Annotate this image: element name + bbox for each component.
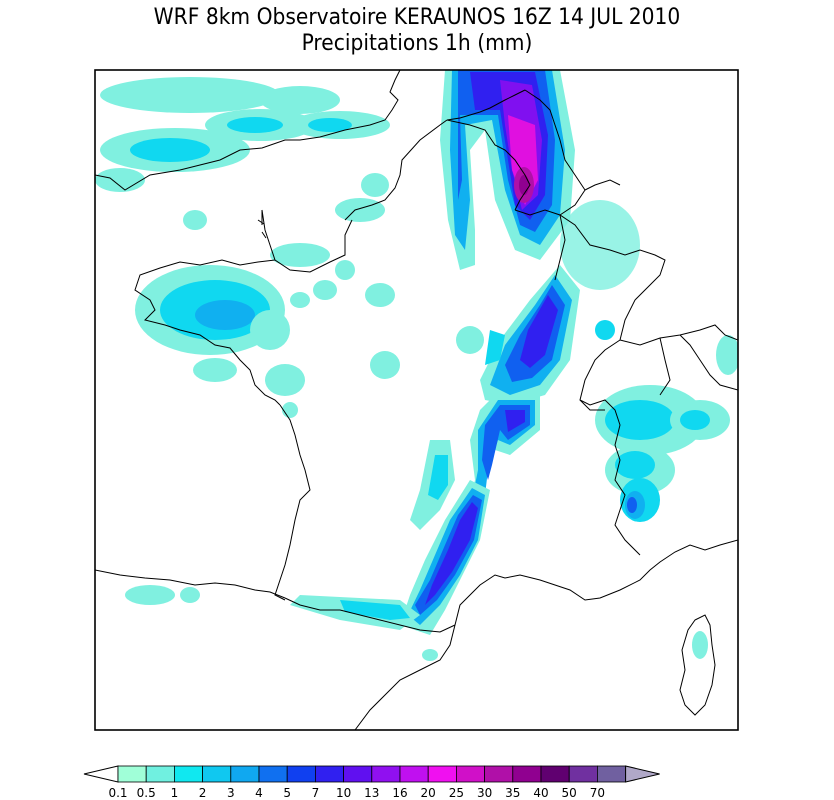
legend-swatch bbox=[540, 765, 570, 783]
legend-tick-label: 30 bbox=[477, 786, 492, 800]
legend-tick-label: 5 bbox=[283, 786, 291, 800]
legend-swatch bbox=[343, 765, 373, 783]
pyrenees-border bbox=[284, 597, 456, 633]
legend-tick-label: 25 bbox=[449, 786, 464, 800]
spain-north-coast bbox=[95, 569, 286, 599]
chart-title: WRF 8km Observatoire KERAUNOS 16Z 14 JUL… bbox=[153, 5, 681, 30]
coastlines-borders bbox=[95, 70, 738, 730]
normandy-coast bbox=[261, 209, 353, 273]
legend-swatch bbox=[484, 765, 514, 783]
legend-swatch bbox=[568, 765, 598, 783]
legend-tick-label: 20 bbox=[421, 786, 436, 800]
legend-tick-label: 7 bbox=[312, 786, 320, 800]
legend-swatch bbox=[399, 765, 429, 783]
legend-over-arrow bbox=[625, 765, 660, 783]
legend-swatch bbox=[117, 765, 147, 783]
atlantic-coast bbox=[274, 404, 311, 601]
france-north-coast bbox=[344, 119, 448, 221]
legend-under-arrow bbox=[83, 765, 119, 783]
legend-tick-label: 1 bbox=[171, 786, 179, 800]
swiss-border bbox=[619, 324, 738, 346]
legend-tick-label: 50 bbox=[562, 786, 577, 800]
storm-cells-north bbox=[440, 70, 575, 270]
rain-cells-northwest bbox=[95, 77, 395, 308]
legend-tick-label: 13 bbox=[364, 786, 379, 800]
rain-cells-brittany bbox=[135, 265, 484, 418]
legend-tick-label: 40 bbox=[533, 786, 548, 800]
mediterranean-coast bbox=[454, 539, 738, 626]
legend-tick-label: 16 bbox=[392, 786, 407, 800]
brittany-coast bbox=[134, 259, 281, 406]
legend-swatch bbox=[371, 765, 401, 783]
legend-swatch bbox=[202, 765, 232, 783]
legend-swatch bbox=[286, 765, 316, 783]
england-coast bbox=[95, 70, 401, 191]
legend-swatch bbox=[455, 765, 485, 783]
legend-swatch bbox=[597, 765, 627, 783]
legend-swatch bbox=[173, 765, 203, 783]
legend-swatch bbox=[314, 765, 344, 783]
legend-swatch bbox=[427, 765, 457, 783]
precipitation-field bbox=[95, 70, 738, 661]
legend-swatch bbox=[230, 765, 260, 783]
rain-cells-alps bbox=[560, 200, 738, 659]
legend-swatch bbox=[512, 765, 542, 783]
spain-east-coast bbox=[354, 624, 456, 730]
legend-swatch bbox=[145, 765, 175, 783]
legend-tick-label: 10 bbox=[336, 786, 351, 800]
corsica bbox=[679, 614, 716, 716]
legend-tick-label: 2 bbox=[199, 786, 207, 800]
legend-tick-label: 4 bbox=[255, 786, 263, 800]
legend-tick-label: 0.1 bbox=[108, 786, 127, 800]
chart-subtitle: Precipitations 1h (mm) bbox=[301, 31, 533, 56]
legend-tick-label: 35 bbox=[505, 786, 520, 800]
legend-tick-label: 3 bbox=[227, 786, 235, 800]
map-frame bbox=[94, 69, 739, 731]
belgium-border bbox=[446, 89, 526, 121]
legend-tick-label: 70 bbox=[590, 786, 605, 800]
rain-band-central bbox=[125, 265, 580, 661]
legend-tick-label: 0.5 bbox=[137, 786, 156, 800]
legend-swatch bbox=[258, 765, 288, 783]
